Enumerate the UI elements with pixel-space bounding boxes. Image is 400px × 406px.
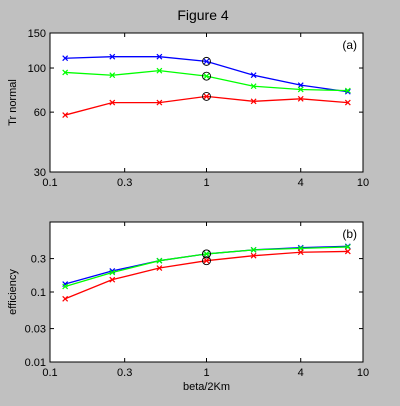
data-point [156, 53, 163, 60]
y-tick-label: 0.03 [25, 324, 46, 336]
data-point [203, 93, 210, 100]
data-point [62, 295, 69, 302]
data-point [203, 257, 210, 264]
y-tick-label: 0.3 [31, 254, 46, 266]
y-tick-label: 150 [28, 28, 46, 40]
chart-panel-b: 0.1 0.3 1 4 10 0.01 0.03 0.1 0.3 efficiency beta/2… [7, 221, 369, 393]
data-point [109, 53, 116, 60]
x-tick-label: 0.1 [42, 367, 57, 379]
x-tick-label: 4 [298, 177, 304, 189]
data-point [203, 250, 210, 257]
data-point [109, 99, 116, 106]
circled-point-marker [202, 71, 211, 81]
data-point [297, 95, 304, 102]
y-tick-label: 0.01 [25, 357, 46, 369]
data-point [250, 252, 257, 259]
data-point [297, 86, 304, 93]
circled-point-marker [202, 91, 211, 101]
x-tick-label: 10 [357, 177, 369, 189]
chart-panel-a: 0.1 0.3 1 4 10 30 60 100 150 Tr normal (a) [7, 28, 369, 189]
data-point [156, 67, 163, 74]
y-tick-label: 100 [28, 63, 46, 75]
y-tick-label: 30 [34, 167, 46, 179]
panel-label: (a) [342, 38, 357, 52]
chart-panels: 0.1 0.3 1 4 10 30 60 100 150 Tr normal (a) 0.1 0.3 1 4… [7, 28, 369, 393]
x-tick-label: 0.3 [117, 367, 132, 379]
data-point [250, 83, 257, 90]
x-axis-label: beta/2Km [183, 381, 230, 393]
data-point [156, 265, 163, 271]
x-tick-label: 0.3 [117, 177, 132, 189]
data-point [344, 244, 351, 250]
x-tick-label: 4 [298, 367, 304, 379]
data-point [344, 87, 351, 94]
figure-title: Figure 4 [177, 7, 229, 23]
data-point [62, 112, 69, 118]
data-point [109, 269, 116, 276]
data-point [156, 99, 163, 106]
data-point [250, 246, 257, 253]
y-tick-label: 60 [34, 107, 46, 119]
x-tick-label: 1 [203, 367, 209, 379]
x-tick-label: 10 [357, 367, 369, 379]
data-point [250, 98, 257, 105]
data-point [250, 72, 257, 79]
data-point [62, 55, 69, 62]
data-point [344, 99, 351, 106]
data-point [203, 73, 210, 80]
plot-area [49, 221, 364, 363]
panel-label: (b) [342, 227, 357, 241]
y-axis-label: efficiency [7, 269, 19, 315]
data-point [109, 276, 116, 283]
y-tick-label: 0.1 [31, 287, 46, 299]
circled-point-marker [202, 256, 211, 266]
x-tick-label: 0.1 [42, 177, 57, 189]
data-point [109, 72, 116, 79]
data-point [62, 69, 69, 76]
circled-point-marker [202, 249, 211, 259]
x-tick-label: 1 [203, 177, 209, 189]
circled-point-marker [202, 56, 211, 66]
data-point [297, 249, 304, 256]
data-point [62, 283, 69, 290]
data-point [203, 58, 210, 65]
y-axis-label: Tr normal [7, 79, 19, 126]
data-point [156, 257, 163, 264]
data-point [344, 248, 351, 255]
data-point [297, 82, 304, 89]
plot-area [49, 32, 364, 173]
